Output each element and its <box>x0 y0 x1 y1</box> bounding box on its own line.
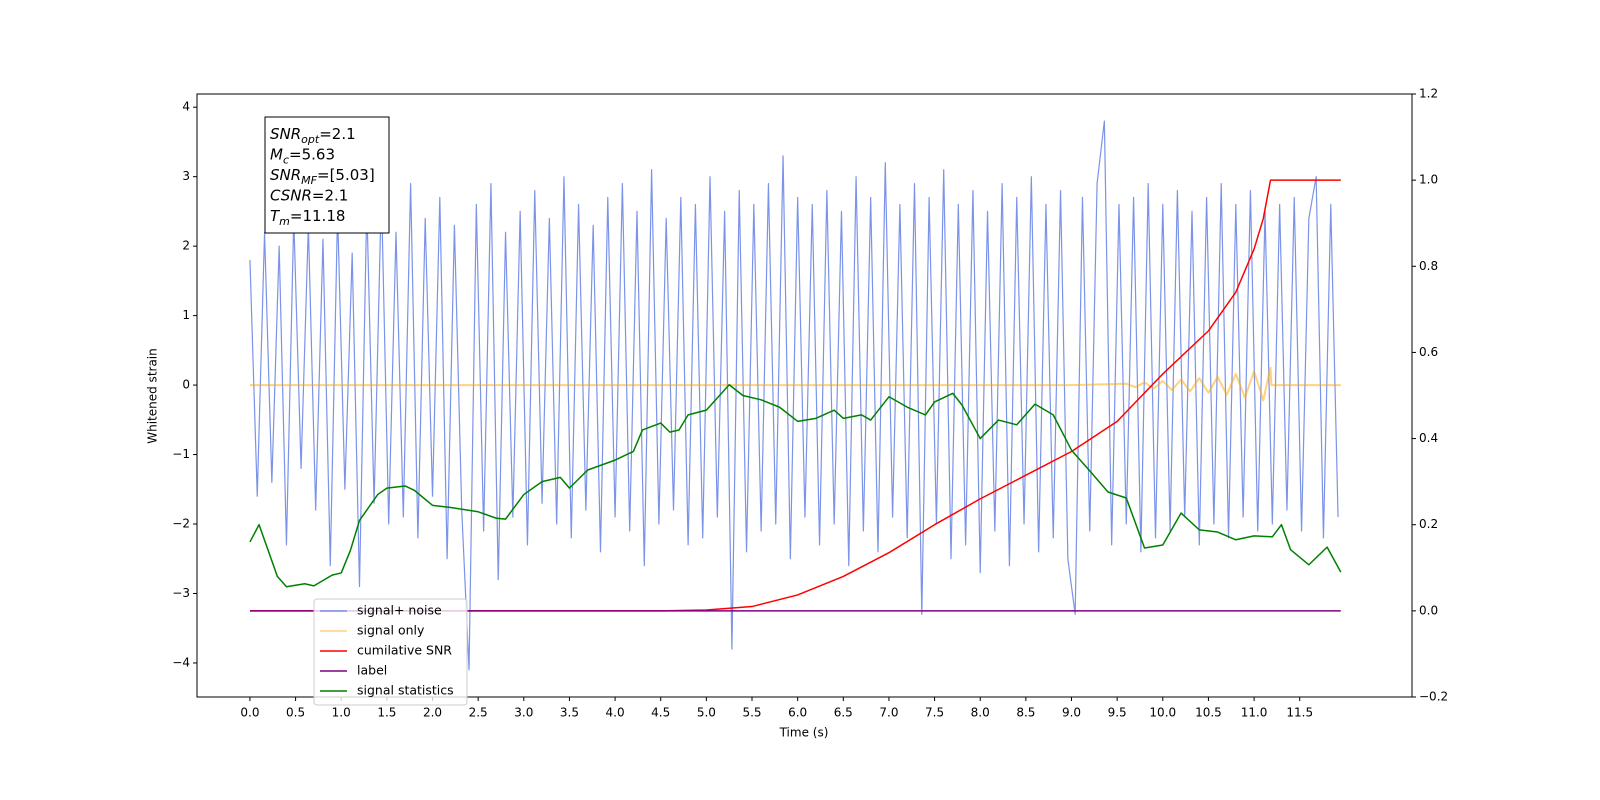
x-tick-label: 0.5 <box>286 706 305 720</box>
y2-tick-label: 0.6 <box>1419 345 1438 359</box>
x-tick-label: 4.5 <box>651 706 670 720</box>
annotation-frame <box>264 116 390 234</box>
annotation-value: =2.1 <box>312 187 348 205</box>
legend-label: label <box>357 663 387 678</box>
legend: signal+ noise signal only cumilative SNR la… <box>313 598 468 706</box>
x-tick-label: 5.0 <box>697 706 716 720</box>
x-tick-label: 5.5 <box>742 706 761 720</box>
y2-tick-label: −0.2 <box>1419 690 1448 704</box>
series-line <box>249 179 1341 612</box>
annotation-line: CSNR=2.1 <box>270 187 348 205</box>
x-axis-label: Time (s) <box>779 726 829 740</box>
legend-frame <box>313 598 468 706</box>
x-tick-label: 8.0 <box>971 706 990 720</box>
y-tick-label: 2 <box>182 239 190 253</box>
annotation-line: Tm=11.18 <box>270 207 345 228</box>
series-line <box>249 383 1342 588</box>
x-tick-label: 7.5 <box>925 706 944 720</box>
x-tick-label: 2.0 <box>423 706 442 720</box>
y-tick-label: −1 <box>172 447 190 461</box>
y2-tick-label: 1.2 <box>1419 87 1438 101</box>
x-tick-label: 8.5 <box>1016 706 1035 720</box>
x-tick-label: 10.5 <box>1195 706 1222 720</box>
legend-label: signal+ noise <box>357 603 442 618</box>
annotation-line: Mc=5.63 <box>270 146 335 167</box>
legend-label: signal statistics <box>357 683 454 698</box>
y2-tick-label: 1.0 <box>1419 173 1438 187</box>
x-tick-label: 7.0 <box>879 706 898 720</box>
x-tick-label: 0.0 <box>240 706 259 720</box>
y2-tick-label: 0.0 <box>1419 603 1438 617</box>
annotation-subscript: opt <box>301 133 320 146</box>
x-tick-label: 3.5 <box>560 706 579 720</box>
legend-label: signal only <box>357 623 425 638</box>
x-tick-label: 11.0 <box>1241 706 1268 720</box>
annotation-symbol: M <box>270 146 283 164</box>
x-tick-label: 1.5 <box>377 706 396 720</box>
x-tick-label: 1.0 <box>332 706 351 720</box>
y-tick-label: 4 <box>182 100 190 114</box>
y-tick-label: 0 <box>182 378 190 392</box>
y2-tick-label: 0.8 <box>1419 259 1438 273</box>
y-tick-label: −4 <box>172 655 190 669</box>
x-tick-label: 2.5 <box>469 706 488 720</box>
x-tick-label: 10.0 <box>1149 706 1176 720</box>
annotation-subscript: c <box>283 154 289 167</box>
annotation-subscript: m <box>279 215 290 228</box>
annotation-value: =2.1 <box>319 125 355 143</box>
annotation-line: SNRMF=[5.03] <box>270 166 375 187</box>
series-line <box>249 120 1339 671</box>
series-line <box>249 366 1341 402</box>
annotation-value: =5.63 <box>289 146 335 164</box>
annotation-value: =[5.03] <box>317 166 375 184</box>
annotation-box: SNRopt=2.1Mc=5.63SNRMF=[5.03]CSNR=2.1Tm=… <box>264 116 390 234</box>
legend-label: cumilative SNR <box>357 643 452 658</box>
axes: 0.0 0.5 1.0 1.5 2.0 2.5 3.0 3.5 4.0 4.5 5.0 5.5 6.0 6… <box>172 87 1448 720</box>
annotation-symbol: CSNR <box>270 187 312 205</box>
x-tick-label: 6.5 <box>834 706 853 720</box>
annotation-subscript: MF <box>301 174 317 187</box>
x-tick-label: 4.0 <box>606 706 625 720</box>
y-tick-label: −3 <box>172 586 190 600</box>
annotation-symbol: T <box>270 207 281 225</box>
y-tick-label: 3 <box>182 169 190 183</box>
annotation-line: SNRopt=2.1 <box>270 125 356 146</box>
y2-tick-label: 0.2 <box>1419 517 1438 531</box>
x-tick-label: 6.0 <box>788 706 807 720</box>
x-tick-label: 11.5 <box>1286 706 1313 720</box>
annotation-symbol: SNR <box>270 125 301 143</box>
x-tick-label: 9.5 <box>1108 706 1127 720</box>
y2-tick-label: 0.4 <box>1419 431 1438 445</box>
y-tick-label: 1 <box>182 308 190 322</box>
x-tick-label: 3.0 <box>514 706 533 720</box>
annotation-symbol: SNR <box>270 166 301 184</box>
y-axis-label: Whitened strain <box>146 348 160 444</box>
annotation-value: =11.18 <box>290 207 346 225</box>
y-tick-label: −2 <box>172 517 190 531</box>
x-tick-label: 9.0 <box>1062 706 1081 720</box>
axes-frame <box>196 93 1413 698</box>
